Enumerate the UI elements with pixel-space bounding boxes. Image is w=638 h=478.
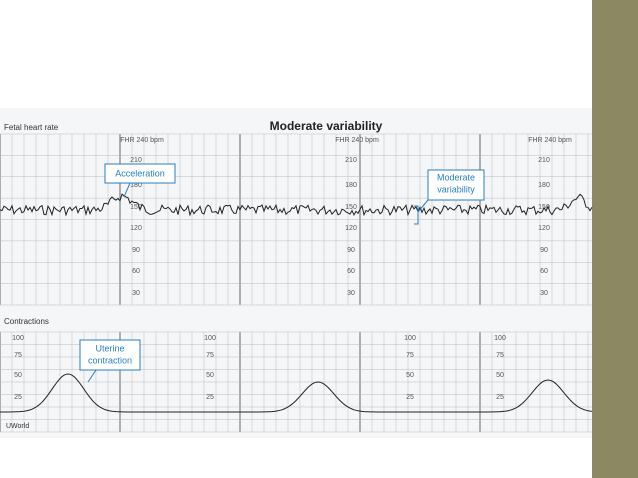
scale-label: 120 — [130, 225, 142, 232]
scale-label: 100 — [12, 335, 24, 342]
scale-label: 25 — [206, 394, 214, 401]
panel-label: Contractions — [4, 317, 49, 326]
scale-label: 50 — [14, 372, 22, 379]
scale-label: 100 — [494, 335, 506, 342]
side-bar — [592, 0, 638, 478]
uc-scales: 100 75 50 25 100 75 50 25 100 75 50 25 100 75 50 25 — [12, 335, 506, 401]
scale-label: 50 — [496, 372, 504, 379]
scale-label: 30 — [347, 290, 355, 297]
scale-label: 60 — [132, 268, 140, 275]
brand: UWorld — [6, 423, 29, 430]
scale-label: 75 — [206, 352, 214, 359]
scale-label: 180 — [345, 182, 357, 189]
scale-label: 120 — [345, 225, 357, 232]
scale-title: FHR 240 bpm — [528, 137, 572, 144]
scale-label: 90 — [132, 247, 140, 254]
strip-photo — [0, 108, 592, 438]
scale-label: 50 — [406, 372, 414, 379]
scale-label: 180 — [538, 182, 550, 189]
scale-label: 180 — [130, 182, 142, 189]
scale-label: 75 — [14, 352, 22, 359]
scale-label: 210 — [130, 157, 142, 164]
scale-label: 90 — [540, 247, 548, 254]
scale-label: 25 — [406, 394, 414, 401]
strip-title: Moderate variability — [270, 119, 383, 133]
scale-label: 90 — [347, 247, 355, 254]
callout-text: Acceleration — [115, 168, 165, 178]
scale-label: 30 — [540, 290, 548, 297]
callout-text: Uterine — [95, 343, 124, 353]
scale-label: 210 — [345, 157, 357, 164]
scale-label: 100 — [404, 335, 416, 342]
callout-text: contraction — [88, 355, 132, 365]
callout — [79, 339, 141, 371]
callout-arrow — [123, 182, 131, 198]
fhr-trace — [0, 193, 593, 217]
callout — [427, 169, 485, 201]
callout-arrow — [414, 199, 429, 225]
callout — [104, 163, 176, 184]
uc-trace — [0, 373, 593, 413]
callout-text: variability — [437, 184, 475, 194]
callout-text: Moderate — [437, 172, 475, 182]
scale-label: 150 — [345, 204, 357, 211]
scale-label: 60 — [347, 268, 355, 275]
scale-label: 210 — [538, 157, 550, 164]
scale-title: FHR 240 bpm — [120, 137, 164, 144]
scale-label: 75 — [496, 352, 504, 359]
scale-label: 25 — [496, 394, 504, 401]
callout-arrow — [87, 369, 97, 383]
scale-label: 30 — [132, 290, 140, 297]
scale-title: FHR 240 bpm — [335, 137, 379, 144]
scale-label: 50 — [206, 372, 214, 379]
panel-label: Fetal heart rate — [4, 123, 59, 132]
scale-label: 60 — [540, 268, 548, 275]
scale-label: 120 — [538, 225, 550, 232]
grid — [0, 133, 592, 433]
scale-label: 25 — [14, 394, 22, 401]
scale-label: 100 — [204, 335, 216, 342]
scale-label: 150 — [130, 204, 142, 211]
scale-label: 75 — [406, 352, 414, 359]
